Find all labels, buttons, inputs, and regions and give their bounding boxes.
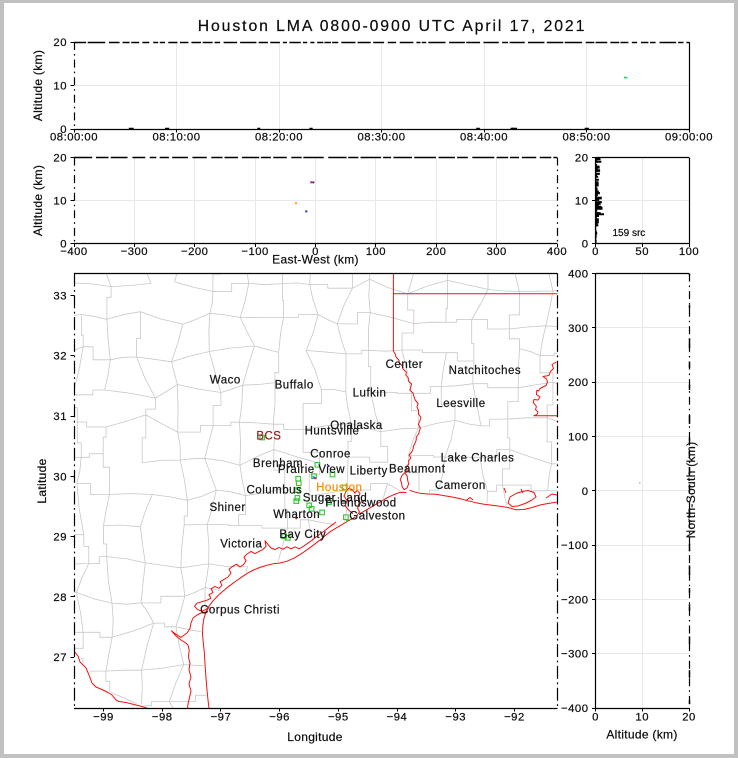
svg-text:Corpus Christi: Corpus Christi (200, 605, 280, 617)
svg-text:−95: −95 (328, 712, 349, 724)
svg-text:100: 100 (679, 246, 699, 258)
svg-text:0: 0 (60, 239, 67, 251)
svg-text:20: 20 (575, 153, 589, 165)
svg-text:Leesville: Leesville (436, 398, 485, 410)
svg-text:Huntsville: Huntsville (305, 425, 360, 437)
svg-text:North-South (km): North-South (km) (684, 442, 698, 539)
svg-text:10: 10 (53, 81, 67, 93)
svg-text:−300: −300 (561, 649, 588, 661)
svg-text:30: 30 (53, 471, 67, 483)
svg-text:Beaumont: Beaumont (389, 463, 446, 475)
svg-text:31: 31 (53, 411, 67, 423)
svg-text:−99: −99 (93, 712, 114, 724)
svg-text:Altitude (km): Altitude (km) (31, 50, 45, 121)
svg-text:Shiner: Shiner (209, 502, 245, 514)
svg-text:20: 20 (53, 37, 67, 49)
svg-text:0: 0 (592, 246, 599, 258)
svg-text:400: 400 (547, 246, 567, 258)
svg-text:159 src: 159 src (613, 228, 646, 239)
svg-text:100: 100 (568, 431, 588, 443)
svg-text:−200: −200 (561, 594, 588, 606)
svg-text:−400: −400 (561, 703, 588, 715)
svg-text:08:20:00: 08:20:00 (255, 132, 303, 144)
svg-text:0: 0 (582, 239, 589, 251)
svg-text:Conroe: Conroe (310, 449, 351, 461)
svg-text:Onalaska: Onalaska (330, 420, 383, 432)
svg-text:−400: −400 (60, 246, 87, 258)
svg-text:−92: −92 (504, 712, 525, 724)
svg-text:Columbus: Columbus (247, 484, 303, 496)
svg-text:Wharton: Wharton (273, 509, 320, 521)
svg-text:−97: −97 (211, 712, 232, 724)
svg-text:32: 32 (53, 351, 67, 363)
svg-text:Cameron: Cameron (435, 480, 486, 492)
svg-text:10: 10 (635, 712, 649, 724)
svg-text:29: 29 (53, 532, 67, 544)
svg-text:200: 200 (568, 377, 588, 389)
svg-text:27: 27 (53, 652, 67, 664)
svg-text:Lake Charles: Lake Charles (441, 452, 515, 464)
svg-text:20: 20 (53, 153, 67, 165)
svg-text:−96: −96 (269, 712, 290, 724)
svg-text:Sugar Land: Sugar Land (303, 493, 367, 505)
svg-text:Galveston: Galveston (349, 510, 405, 522)
svg-text:09:00:00: 09:00:00 (665, 132, 713, 144)
svg-text:400: 400 (568, 269, 588, 281)
svg-text:200: 200 (426, 246, 446, 258)
svg-text:08:00:00: 08:00:00 (50, 132, 98, 144)
svg-text:Natchitoches: Natchitoches (449, 365, 521, 377)
svg-text:Altitude (km): Altitude (km) (31, 165, 45, 236)
svg-text:Houston LMA 0800-0900 UTC Apri: Houston LMA 0800-0900 UTC April 17, 2021 (198, 18, 587, 35)
svg-text:33: 33 (53, 290, 67, 302)
svg-text:300: 300 (486, 246, 506, 258)
svg-text:−100: −100 (241, 246, 268, 258)
svg-text:Altitude (km): Altitude (km) (606, 728, 677, 742)
svg-text:08:50:00: 08:50:00 (563, 132, 611, 144)
svg-text:Latitude: Latitude (35, 458, 49, 503)
svg-text:Lufkin: Lufkin (353, 388, 387, 400)
svg-text:10: 10 (575, 196, 589, 208)
svg-text:−93: −93 (445, 712, 466, 724)
svg-text:Bay City: Bay City (279, 529, 326, 541)
svg-text:East-West (km): East-West (km) (272, 253, 359, 267)
svg-text:Center: Center (386, 359, 424, 371)
svg-text:Buffalo: Buffalo (275, 380, 314, 392)
svg-text:08:40:00: 08:40:00 (460, 132, 508, 144)
svg-text:0: 0 (60, 124, 67, 136)
svg-text:08:30:00: 08:30:00 (358, 132, 406, 144)
svg-text:Friendswood: Friendswood (325, 498, 396, 510)
svg-text:Longitude: Longitude (287, 730, 342, 744)
svg-text:20: 20 (682, 712, 696, 724)
svg-text:08:10:00: 08:10:00 (153, 132, 201, 144)
svg-text:0: 0 (592, 712, 599, 724)
svg-text:−200: −200 (181, 246, 208, 258)
svg-text:Victoria: Victoria (220, 539, 262, 551)
svg-text:0: 0 (582, 486, 589, 498)
svg-text:BCS: BCS (256, 431, 281, 443)
svg-text:Houston: Houston (316, 482, 362, 494)
svg-text:Waco: Waco (210, 375, 241, 387)
svg-text:Liberty: Liberty (350, 465, 388, 477)
svg-text:100: 100 (366, 246, 386, 258)
svg-text:−98: −98 (152, 712, 173, 724)
svg-text:−100: −100 (561, 540, 588, 552)
svg-text:−300: −300 (121, 246, 148, 258)
svg-text:28: 28 (53, 592, 67, 604)
svg-text:0: 0 (312, 246, 319, 258)
svg-text:−94: −94 (387, 712, 408, 724)
svg-text:300: 300 (568, 323, 588, 335)
svg-text:Prairie View: Prairie View (278, 464, 345, 476)
svg-text:Brenham: Brenham (253, 458, 303, 470)
svg-text:50: 50 (635, 246, 649, 258)
svg-text:10: 10 (53, 196, 67, 208)
